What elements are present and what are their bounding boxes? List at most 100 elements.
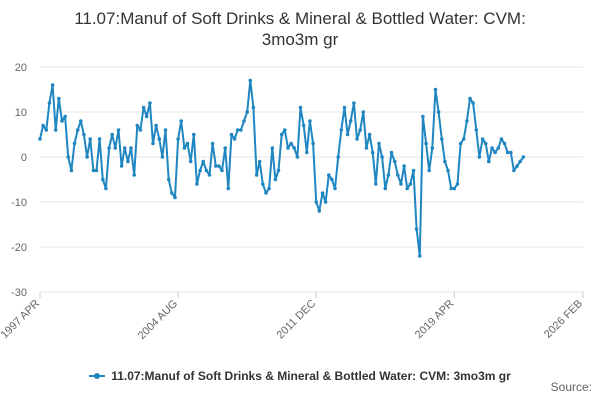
data-point-52 xyxy=(201,159,205,164)
data-point-12 xyxy=(75,128,80,132)
data-point-5 xyxy=(53,128,58,132)
y-tick-label-0: -30 xyxy=(11,287,27,299)
data-point-56 xyxy=(214,164,218,168)
data-point-109 xyxy=(380,155,384,159)
data-point-137 xyxy=(468,96,472,101)
data-point-0 xyxy=(38,137,42,141)
data-point-93 xyxy=(330,177,334,182)
data-point-2 xyxy=(44,128,49,132)
data-point-25 xyxy=(116,128,121,132)
data-point-125 xyxy=(430,146,435,150)
data-point-45 xyxy=(179,119,183,123)
data-point-4 xyxy=(50,83,55,87)
data-point-51 xyxy=(198,168,202,173)
data-point-127 xyxy=(436,110,441,114)
data-point-43 xyxy=(173,195,177,200)
data-point-96 xyxy=(339,128,344,132)
x-tick-label-4: 2026 FEB xyxy=(542,298,585,341)
data-point-130 xyxy=(446,168,450,173)
data-point-145 xyxy=(493,150,497,155)
grid-layer xyxy=(40,66,583,293)
data-point-141 xyxy=(480,137,485,141)
data-point-114 xyxy=(396,173,400,177)
data-point-32 xyxy=(138,128,143,132)
legend[interactable]: 11.07:Manuf of Soft Drinks & Mineral & B… xyxy=(0,369,600,383)
data-point-82 xyxy=(295,155,300,159)
series-line-0 xyxy=(39,79,525,257)
data-point-99 xyxy=(348,119,353,123)
data-point-117 xyxy=(405,186,410,191)
data-point-36 xyxy=(151,141,155,146)
data-point-26 xyxy=(119,164,124,168)
data-point-146 xyxy=(496,146,501,150)
data-point-76 xyxy=(276,168,281,173)
legend-swatch-icon xyxy=(89,371,106,381)
data-point-78 xyxy=(283,128,287,132)
data-point-97 xyxy=(342,105,347,110)
data-point-134 xyxy=(458,141,463,146)
data-point-44 xyxy=(176,137,180,141)
data-point-144 xyxy=(490,146,494,150)
x-tick-label-0: 1997 APR xyxy=(0,298,42,342)
data-point-148 xyxy=(502,141,507,146)
data-point-63 xyxy=(235,128,240,132)
data-point-27 xyxy=(122,146,127,150)
data-point-24 xyxy=(113,146,118,150)
data-point-110 xyxy=(383,186,388,191)
data-point-118 xyxy=(408,182,413,186)
data-point-39 xyxy=(160,155,165,159)
data-point-17 xyxy=(91,168,96,173)
data-point-94 xyxy=(333,186,337,191)
data-point-53 xyxy=(204,168,209,173)
data-point-55 xyxy=(210,141,215,146)
data-point-10 xyxy=(69,168,74,173)
data-point-40 xyxy=(163,128,168,132)
data-point-92 xyxy=(327,173,331,177)
data-point-37 xyxy=(154,123,158,128)
data-point-80 xyxy=(289,141,293,146)
legend-label: 11.07:Manuf of Soft Drinks & Mineral & B… xyxy=(111,369,511,383)
y-tick-label-4: 10 xyxy=(15,107,27,119)
data-point-3 xyxy=(47,101,52,105)
y-tick-label-3: 0 xyxy=(21,152,27,164)
data-point-139 xyxy=(474,128,479,132)
data-point-121 xyxy=(418,254,422,258)
data-point-19 xyxy=(97,137,102,141)
data-point-105 xyxy=(367,132,372,137)
data-point-150 xyxy=(509,150,513,155)
data-point-143 xyxy=(487,159,491,164)
data-point-107 xyxy=(374,182,378,186)
chart-title-line-1: 11.07:Manuf of Soft Drinks & Mineral & B… xyxy=(74,9,526,28)
data-point-142 xyxy=(483,141,488,146)
data-point-66 xyxy=(245,110,249,114)
data-point-102 xyxy=(358,128,363,132)
data-point-151 xyxy=(512,168,516,173)
chart-title: 11.07:Manuf of Soft Drinks & Mineral & B… xyxy=(0,8,600,50)
data-point-87 xyxy=(311,141,315,146)
data-point-147 xyxy=(499,137,504,141)
data-point-133 xyxy=(455,182,460,186)
data-point-84 xyxy=(301,123,306,128)
data-point-88 xyxy=(314,200,319,204)
data-point-154 xyxy=(521,155,526,159)
y-tick-label-5: 20 xyxy=(15,62,27,74)
data-point-77 xyxy=(279,132,284,137)
source-label: Source: xyxy=(550,380,592,394)
data-point-128 xyxy=(440,137,444,141)
data-point-22 xyxy=(107,146,111,150)
data-point-136 xyxy=(465,119,469,123)
data-point-64 xyxy=(239,128,243,132)
data-point-69 xyxy=(254,173,259,177)
data-point-90 xyxy=(320,191,325,195)
data-point-16 xyxy=(88,137,92,141)
data-point-126 xyxy=(433,87,438,92)
data-point-41 xyxy=(166,177,171,182)
data-point-108 xyxy=(377,141,381,146)
data-point-15 xyxy=(85,155,89,159)
data-point-120 xyxy=(414,227,419,231)
data-point-1 xyxy=(41,123,45,128)
data-point-67 xyxy=(248,78,253,83)
data-point-111 xyxy=(386,173,391,177)
data-point-61 xyxy=(229,132,234,137)
